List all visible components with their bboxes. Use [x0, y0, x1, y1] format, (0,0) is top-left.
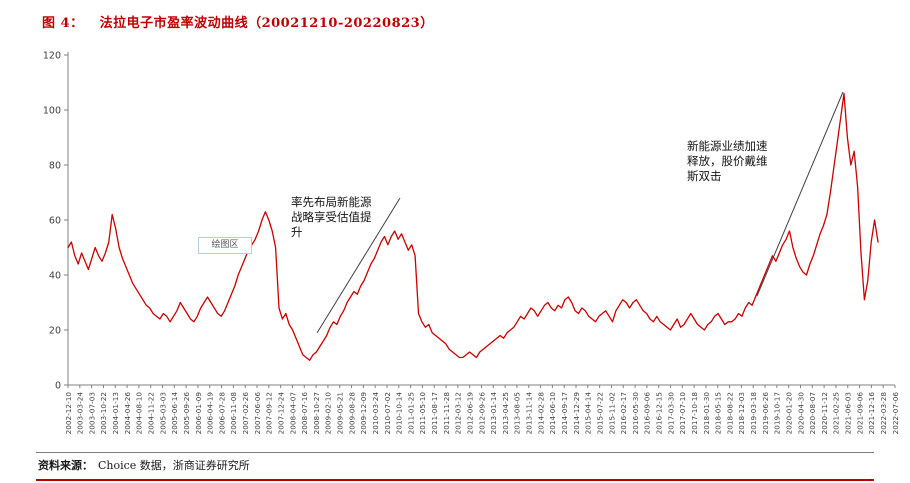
x-tick-label: 2013-08-05 — [513, 392, 522, 434]
x-tick-label: 2003-03-24 — [76, 392, 85, 435]
annotation-davis-double-click: 新能源业绩加速 释放，股价戴维 斯双击 — [687, 139, 768, 183]
x-tick-label: 2017-07-10 — [678, 392, 687, 435]
x-tick-label: 2004-01-13 — [111, 392, 120, 435]
x-tick-label: 2016-12-15 — [655, 392, 664, 434]
x-tick-label: 2020-11-12 — [820, 392, 829, 434]
annotation-callout-line-1 — [316, 197, 401, 334]
x-tick-label: 2012-06-19 — [465, 392, 474, 435]
x-tick-label: 2007-09-12 — [265, 392, 274, 434]
x-tick-label: 2007-06-06 — [253, 392, 262, 435]
x-tick-label: 2021-09-06 — [855, 392, 864, 435]
x-tick-label: 2007-12-24 — [276, 392, 285, 435]
x-tick-label: 2020-04-30 — [796, 392, 805, 435]
x-tick-label: 2003-10-22 — [99, 392, 108, 434]
y-tick-label: 100 — [43, 106, 61, 117]
source-text: Choice 数据，浙商证券研究所 — [98, 459, 250, 472]
source-label: 资料来源： — [38, 459, 93, 472]
x-tick-label: 2005-09-26 — [182, 392, 191, 435]
y-tick-label: 40 — [49, 271, 61, 282]
x-tick-label: 2008-04-07 — [288, 392, 297, 435]
figure-number-label: 图 4： — [42, 16, 84, 31]
x-tick-label: 2006-04-19 — [206, 392, 215, 435]
x-tick-label: 2011-08-17 — [430, 392, 439, 435]
annotation-callout-line-2 — [756, 91, 844, 297]
x-tick-label: 2012-09-26 — [477, 392, 486, 435]
x-tick-label: 2022-07-06 — [891, 392, 900, 435]
x-tick-label: 2014-12-29 — [572, 392, 581, 435]
x-tick-label: 2013-11-14 — [525, 392, 534, 435]
figure-title-text: 法拉电子市盈率波动曲线（20021210-20220823） — [99, 16, 434, 31]
x-tick-label: 2013-04-25 — [501, 392, 510, 434]
plot-area-tooltip: 绘图区 — [198, 237, 252, 254]
x-tick-label: 2013-01-14 — [489, 392, 498, 435]
x-tick-label: 2009-12-09 — [359, 392, 368, 435]
chart-area: 0 20 40 60 80 100 120 2002-12-10 2003-03-24 2003-… — [0, 46, 910, 448]
x-tick-label: 2016-02-17 — [619, 392, 628, 435]
x-tick-label: 2019-10-17 — [773, 392, 782, 435]
x-tick-label: 2016-05-30 — [631, 392, 640, 435]
figure-source: 资料来源： Choice 数据，浙商证券研究所 — [36, 452, 874, 481]
y-tick-label: 20 — [49, 326, 61, 337]
x-tick-label: 2021-12-16 — [867, 392, 876, 435]
x-tick-label: 2022-03-28 — [879, 392, 888, 435]
x-tick-label: 2008-07-16 — [300, 392, 309, 435]
x-tick-label: 2020-08-07 — [808, 392, 817, 435]
x-tick-label: 2021-02-25 — [832, 392, 841, 434]
x-tick-label: 2015-11-02 — [607, 392, 616, 434]
pe-series-line — [67, 92, 879, 361]
x-tick-label: 2020-01-20 — [784, 392, 793, 435]
x-tick-label: 2009-08-28 — [347, 392, 356, 435]
x-tick-label: 2018-08-22 — [725, 392, 734, 434]
x-tick-label: 2004-08-10 — [135, 392, 144, 435]
x-tick-label: 2009-05-21 — [336, 392, 345, 434]
x-tick-label: 2010-07-02 — [383, 392, 392, 434]
x-tick-label: 2015-07-22 — [595, 392, 604, 434]
figure-title: 图 4： 法拉电子市盈率波动曲线（20021210-20220823） — [42, 12, 434, 31]
x-tick-label: 2008-10-27 — [312, 392, 321, 435]
x-tick-label: 2007-02-26 — [241, 392, 250, 435]
x-tick-label: 2011-05-10 — [418, 392, 427, 435]
x-tick-label: 2006-01-09 — [194, 392, 203, 435]
x-tick-label: 2011-01-25 — [406, 392, 415, 434]
x-tick-label: 2016-09-06 — [643, 392, 652, 435]
x-tick-label: 2019-06-26 — [761, 392, 770, 435]
x-tick-label: 2015-04-14 — [584, 392, 593, 435]
x-tick-label: 2003-07-03 — [87, 392, 96, 435]
x-tick-label: 2014-02-28 — [536, 392, 545, 435]
x-tick-label: 2012-03-12 — [454, 392, 463, 434]
x-tick-label: 2006-07-28 — [217, 392, 226, 435]
x-tick-label: 2004-11-22 — [147, 392, 156, 434]
x-tick-label: 2018-01-30 — [702, 392, 711, 435]
x-tick-label: 2014-09-17 — [560, 392, 569, 435]
x-tick-label: 2014-06-10 — [548, 392, 557, 435]
x-tick-label: 2006-11-08 — [229, 392, 238, 435]
x-tick-label: 2005-06-14 — [170, 392, 179, 435]
x-tick-label: 2018-05-15 — [714, 392, 723, 434]
y-tick-label: 80 — [49, 161, 61, 172]
x-tick-label: 2004-04-26 — [123, 392, 132, 435]
x-tick-label: 2011-11-28 — [442, 392, 451, 435]
annotation-early-new-energy-layout: 率先布局新能源 战略享受估值提 升 — [291, 195, 372, 239]
y-tick-label: 120 — [43, 51, 61, 62]
x-tick-label: 2009-02-10 — [324, 392, 333, 435]
x-tick-label: 2017-03-30 — [666, 392, 675, 435]
x-tick-label: 2017-10-18 — [690, 392, 699, 435]
x-tick-label: 2018-12-03 — [737, 392, 746, 435]
x-tick-label: 2010-10-14 — [395, 392, 404, 435]
x-tick-label: 2010-03-24 — [371, 392, 380, 435]
x-tick-label: 2005-03-03 — [158, 392, 167, 435]
x-tick-label: 2002-12-10 — [64, 392, 73, 435]
y-tick-label: 60 — [49, 216, 61, 227]
x-tick-label: 2021-06-03 — [844, 392, 853, 435]
y-tick-label: 0 — [55, 381, 61, 392]
x-tick-label: 2019-03-18 — [749, 392, 758, 435]
